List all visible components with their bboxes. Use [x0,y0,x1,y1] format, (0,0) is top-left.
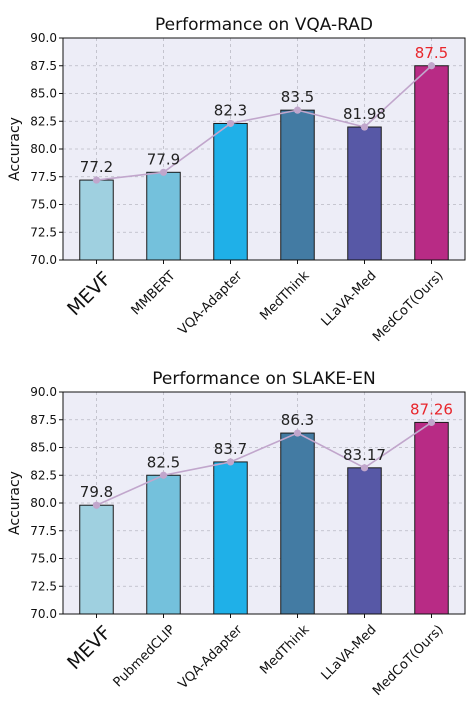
y-tick-label: 90.0 [30,31,57,45]
trend-marker [159,168,168,176]
y-tick-label: 75.0 [30,552,57,566]
value-label: 83.17 [343,446,386,464]
value-label: 87.5 [415,44,448,62]
trend-marker [360,123,369,131]
y-tick-label: 72.5 [30,225,57,239]
y-tick-label: 85.0 [30,441,57,455]
x-tick-label: MEVF [63,622,116,675]
bar [146,474,181,615]
trend-line [96,65,433,181]
chart-title: Performance on SLAKE-EN [152,369,375,389]
bar [347,467,382,615]
x-tick-label: MedCoT(Ours) [370,268,446,344]
x-tick-label: LLaVA-Med [319,622,380,683]
value-label: 77.9 [147,150,180,168]
y-tick-label: 70.0 [30,253,57,267]
y-tick-label: 80.0 [30,496,57,510]
value-label: 82.3 [214,101,247,119]
bar [213,461,248,615]
bar [79,179,114,261]
y-tick-label: 72.5 [30,579,57,593]
trend-marker [360,464,369,472]
trend-marker [159,471,168,479]
bar [414,65,449,261]
y-tick-label: 87.5 [30,59,57,73]
value-label: 86.3 [281,411,314,429]
y-tick-label: 87.5 [30,413,57,427]
bar [280,109,315,261]
x-tick-label: MedCoT(Ours) [370,622,446,698]
bar [146,171,181,261]
y-axis-label: Accuracy [7,471,23,535]
y-tick-label: 77.5 [30,170,57,184]
bar [79,504,114,615]
x-tick-label: MEVF [63,268,116,321]
x-tick-label: VQA-Adapter [176,268,246,338]
y-tick-label: 80.0 [30,142,57,156]
x-tick-label: PubmedCLIP [111,622,179,690]
chart-title: Performance on VQA-RAD [155,15,373,35]
y-axis-label: Accuracy [7,117,23,181]
y-tick-label: 82.5 [30,468,57,482]
trend-marker [92,501,101,509]
x-tick-label: MedThink [257,268,313,324]
trend-marker [427,418,436,427]
trend-marker [293,429,302,437]
y-tick-label: 70.0 [30,607,57,621]
trend-marker [226,458,235,466]
bar [347,126,382,261]
trend-line [96,421,432,506]
value-label: 83.7 [214,440,247,458]
x-tick-label: LLaVA-Med [319,268,380,329]
bar [213,122,248,261]
value-label: 87.26 [410,400,453,418]
value-label: 79.8 [80,483,113,501]
trend-marker [427,62,436,70]
y-tick-label: 82.5 [30,114,57,128]
x-tick-label: MedThink [257,622,313,678]
trend-marker [92,176,101,184]
y-tick-label: 77.5 [30,524,57,538]
x-tick-label: VQA-Adapter [176,622,246,692]
y-tick-label: 85.0 [30,87,57,101]
value-label: 83.5 [281,88,314,106]
x-tick-label: MMBERT [129,268,179,318]
trend-marker [226,119,235,128]
y-tick-label: 90.0 [30,385,57,399]
value-label: 77.2 [80,158,113,176]
bar [414,421,449,615]
value-label: 82.5 [147,453,180,471]
y-tick-label: 75.0 [30,198,57,212]
value-label: 81.98 [343,105,386,123]
bar [280,432,315,615]
trend-marker [293,106,302,114]
